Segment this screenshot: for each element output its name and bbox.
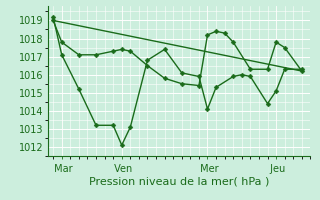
X-axis label: Pression niveau de la mer( hPa ): Pression niveau de la mer( hPa )	[89, 176, 269, 186]
